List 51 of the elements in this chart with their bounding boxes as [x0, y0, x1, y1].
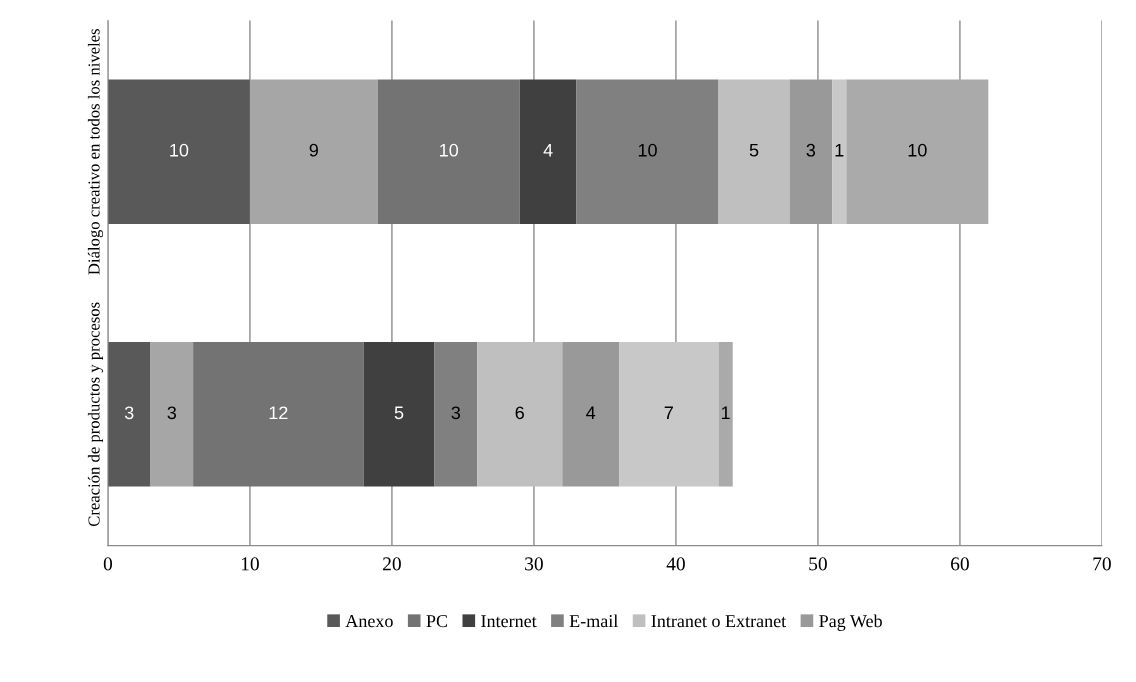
bar	[363, 342, 435, 487]
bar	[107, 342, 151, 487]
data-label: 3	[806, 143, 816, 157]
y-tick-label: Creación de productos y procesos	[87, 302, 104, 527]
data-label: 9	[309, 143, 318, 157]
bar	[562, 342, 620, 487]
data-label: 1	[835, 143, 844, 157]
bar	[477, 342, 563, 487]
legend-label: Intranet o Extranet	[651, 615, 787, 628]
data-label: 10	[170, 143, 189, 157]
x-tick-label: 60	[951, 557, 969, 571]
data-label: 3	[451, 406, 461, 420]
x-tick-label: 20	[383, 557, 401, 571]
bar	[846, 79, 989, 224]
x-tick-label: 50	[809, 557, 827, 571]
bar	[519, 79, 577, 224]
legend-label: Pag Web	[819, 614, 882, 631]
x-tick-label: 70	[1093, 557, 1111, 571]
x-tick-label: 40	[666, 557, 685, 571]
x-tick-label: 0	[103, 557, 113, 571]
data-label: 4	[543, 143, 553, 157]
legend-label: PC	[426, 615, 448, 628]
data-label: 4	[586, 406, 596, 419]
y-tick-label: Diálogo creativo en todos los niveles	[87, 29, 104, 275]
bar	[434, 342, 478, 487]
legend-label: Internet	[481, 615, 537, 628]
data-label: 1	[721, 406, 730, 419]
data-label: 10	[908, 143, 927, 157]
bar	[249, 79, 378, 224]
data-label: 7	[664, 406, 673, 419]
x-tick-label: 10	[241, 557, 259, 571]
data-label: 6	[515, 406, 524, 420]
bar	[718, 79, 790, 224]
data-label: 5	[394, 406, 404, 420]
x-tick-label: 30	[525, 557, 543, 571]
data-label: 3	[167, 406, 177, 420]
data-label: 3	[124, 406, 134, 420]
bar	[107, 79, 250, 224]
bar	[193, 342, 364, 487]
bar	[789, 79, 833, 224]
bar	[377, 79, 520, 224]
data-label: 5	[749, 143, 759, 157]
data-label: 10	[440, 143, 459, 157]
bar	[832, 79, 847, 224]
data-label: 10	[638, 143, 657, 157]
data-label: 12	[269, 406, 288, 419]
bar	[619, 342, 719, 487]
bar	[150, 342, 194, 487]
legend-label: E-mail	[569, 614, 618, 628]
legend-label: Anexo	[345, 615, 393, 628]
bar	[718, 342, 733, 487]
